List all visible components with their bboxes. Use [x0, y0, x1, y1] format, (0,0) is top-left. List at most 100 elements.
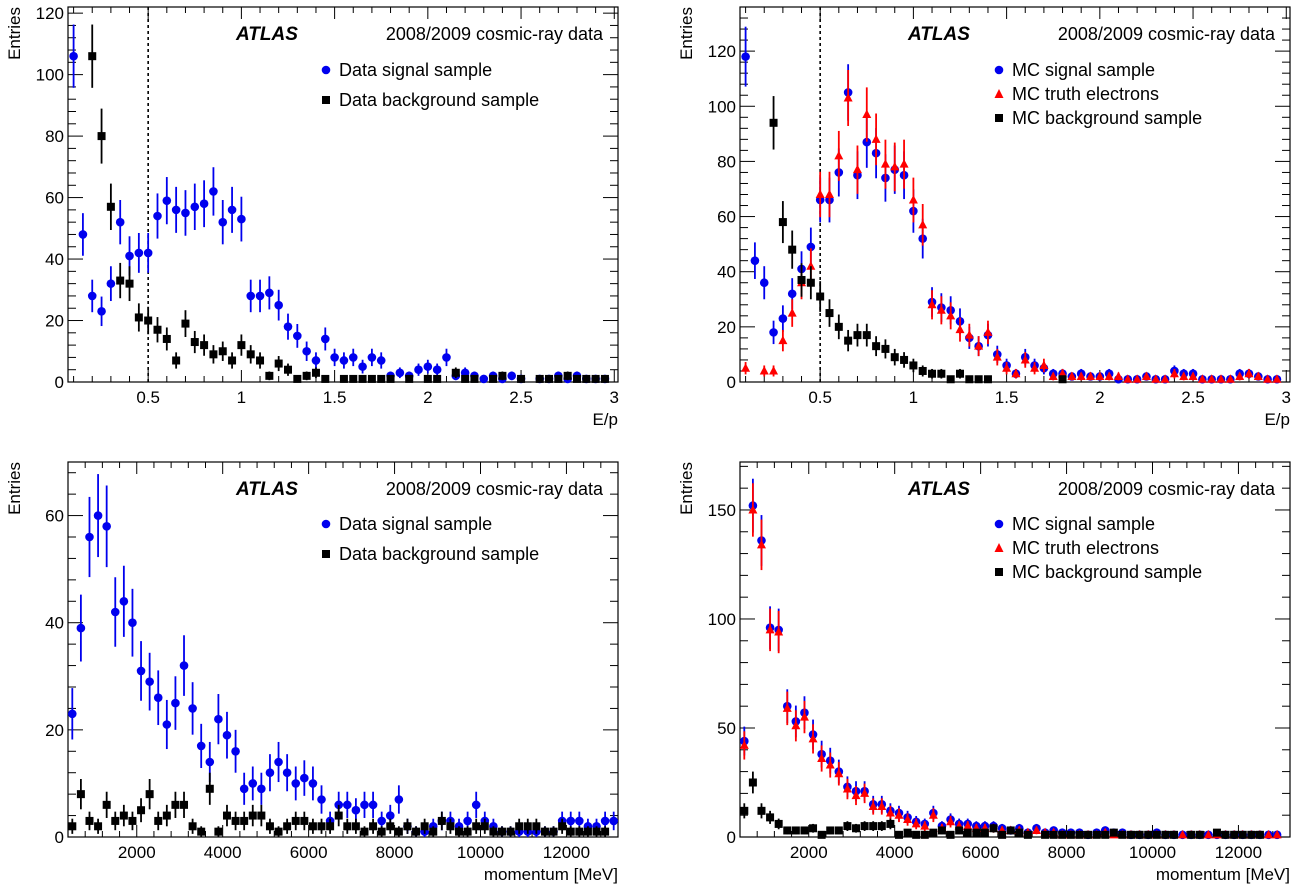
- data-point-circle: [265, 288, 274, 298]
- data-point-square: [583, 827, 592, 836]
- data-point-circle: [377, 816, 386, 826]
- data-point-circle: [330, 353, 339, 362]
- data-point-circle: [300, 773, 309, 783]
- data-point-triangle: [1104, 371, 1114, 380]
- data-point-square: [769, 118, 778, 127]
- data-point-circle: [442, 353, 451, 362]
- data-point-triangle: [1076, 371, 1086, 380]
- data-point-square: [563, 371, 572, 380]
- data-point-triangle: [1123, 374, 1133, 383]
- data-point-triangle: [868, 801, 878, 810]
- data-point-square: [572, 374, 581, 383]
- data-point-circle: [246, 291, 256, 301]
- data-point-square: [601, 827, 610, 836]
- data-point-square: [757, 806, 766, 815]
- data-point-circle: [750, 256, 760, 265]
- data-point-square: [974, 375, 983, 384]
- data-point-circle: [85, 532, 94, 542]
- data-point-triangle: [1235, 371, 1245, 380]
- data-point-square: [76, 790, 85, 799]
- y-axis-title: Entries: [677, 462, 696, 515]
- data-point-square: [852, 824, 861, 833]
- data-point-triangle: [1244, 368, 1254, 378]
- data-point-circle: [787, 289, 797, 299]
- y-tick-label: 40: [717, 263, 736, 282]
- data-point-square: [326, 822, 335, 831]
- x-tick-label: 3: [1282, 388, 1291, 407]
- data-point-square: [806, 278, 815, 287]
- data-point-square: [68, 822, 77, 831]
- data-point-triangle: [964, 330, 974, 339]
- data-point-square: [869, 822, 878, 831]
- data-point-square: [894, 830, 903, 839]
- data-point-square: [1101, 830, 1110, 839]
- data-point-square: [231, 816, 240, 825]
- data-point-circle: [360, 800, 369, 810]
- data-point-square: [257, 811, 266, 820]
- data-point-circle: [265, 768, 275, 778]
- data-point-square: [498, 371, 507, 380]
- data-point-square: [517, 374, 526, 383]
- data-period-label: 2008/2009 cosmic-ray data: [386, 479, 604, 499]
- data-point-square: [461, 374, 470, 383]
- x-axis-title: momentum [MeV]: [1156, 865, 1290, 884]
- data-point-square: [358, 374, 367, 383]
- data-point-triangle: [894, 810, 904, 819]
- data-point-square: [872, 342, 881, 351]
- data-point-square: [740, 806, 749, 815]
- data-point-circle: [248, 779, 258, 788]
- data-point-circle: [188, 704, 197, 713]
- data-point-square: [909, 361, 918, 370]
- data-point-triangle: [834, 768, 844, 778]
- data-point-triangle: [834, 150, 844, 160]
- data-point-circle: [145, 677, 154, 686]
- data-point-square: [181, 319, 190, 328]
- data-point-triangle: [1151, 374, 1161, 383]
- data-point-square: [94, 822, 103, 831]
- data-point-square: [321, 374, 330, 383]
- data-point-square: [591, 374, 600, 383]
- data-point-square: [144, 316, 153, 325]
- series-1: [741, 26, 1282, 384]
- data-point-circle: [227, 205, 237, 215]
- legend-marker-circle: [994, 65, 1004, 75]
- data-point-square: [209, 350, 218, 359]
- data-point-square: [843, 822, 852, 831]
- data-point-circle: [302, 346, 311, 356]
- data-point-circle: [136, 666, 146, 676]
- data-point-square: [554, 374, 563, 383]
- legend-label: MC truth electrons: [1012, 538, 1159, 558]
- data-point-triangle: [908, 195, 918, 204]
- x-tick-label: 6000: [962, 843, 1000, 862]
- data-point-triangle: [974, 341, 984, 350]
- data-point-square: [405, 374, 414, 383]
- data-point-circle: [76, 623, 86, 633]
- data-point-triangle: [871, 134, 881, 143]
- series-2: [88, 24, 609, 383]
- legend-marker-square: [995, 114, 1003, 122]
- data-point-triangle: [1113, 371, 1123, 380]
- data-point-circle: [274, 300, 283, 310]
- data-point-square: [983, 375, 992, 384]
- data-point-square: [334, 811, 343, 820]
- x-tick-label: 10000: [1129, 843, 1176, 862]
- data-point-square: [377, 374, 386, 383]
- data-point-square: [489, 827, 498, 836]
- data-point-triangle: [774, 627, 784, 636]
- data-point-square: [489, 374, 498, 383]
- data-point-circle: [209, 187, 218, 196]
- data-point-circle: [153, 693, 163, 703]
- data-point-square: [256, 356, 265, 365]
- data-point-square: [1144, 830, 1153, 839]
- legend-marker-triangle: [994, 89, 1004, 98]
- data-point-square: [1169, 830, 1178, 839]
- data-point-square: [153, 325, 162, 334]
- data-point-triangle: [1030, 363, 1040, 372]
- y-tick-label: 40: [45, 250, 64, 269]
- data-point-square: [1041, 830, 1050, 839]
- data-point-square: [912, 830, 921, 839]
- data-point-square: [825, 309, 834, 318]
- data-point-square: [1092, 830, 1101, 839]
- data-point-square: [1152, 830, 1161, 839]
